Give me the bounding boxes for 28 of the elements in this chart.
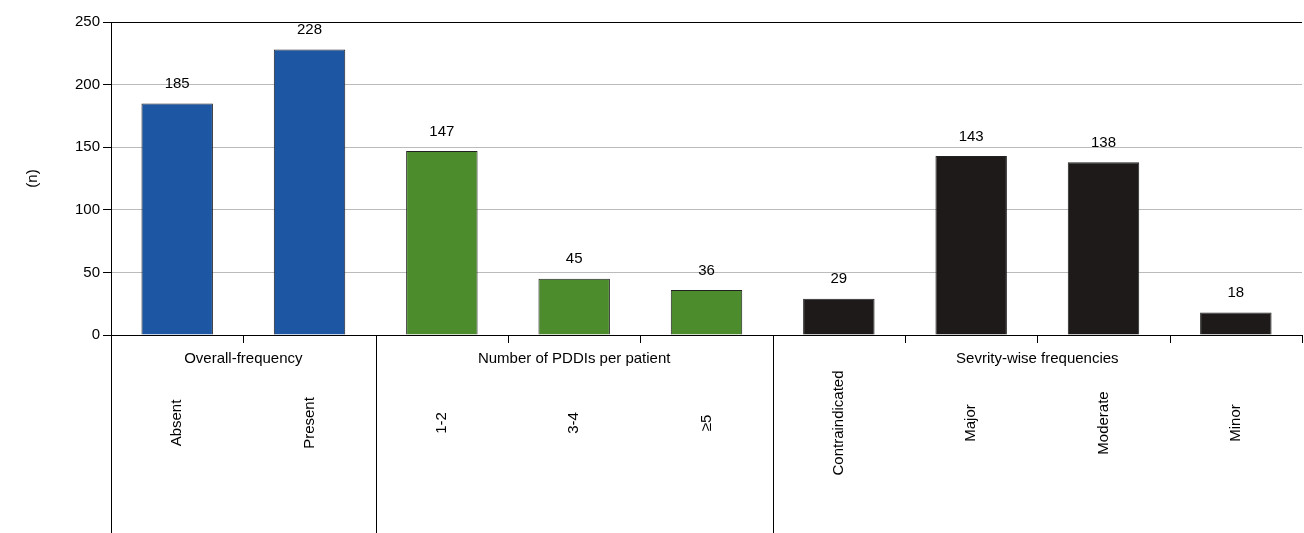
x-tick-label: Absent (167, 398, 185, 447)
y-tick-label: 250 (75, 12, 101, 30)
text: Sevrity-wise frequencies (956, 349, 1119, 367)
y-tick-label: 50 (83, 262, 101, 280)
data-label: 185 (164, 74, 190, 92)
y-tick-label: 0 (91, 325, 101, 343)
x-tick-label: 3-4 (564, 412, 582, 434)
y-tick-label: 200 (75, 74, 101, 92)
x-tick-label: Moderate (1093, 391, 1111, 455)
x-tick-label: Contraindicated (828, 370, 846, 476)
x-tick-label: 1-2 (431, 412, 449, 434)
y-axis-title: (n) (23, 169, 41, 188)
y-tick-label: 150 (75, 137, 101, 155)
x-tick-label: Minor (1225, 404, 1243, 442)
y-tick-label: 100 (75, 199, 101, 217)
data-label: 147 (429, 121, 455, 139)
text: Overall-frequency (184, 349, 304, 367)
data-label: 18 (1227, 283, 1245, 301)
x-tick-label: ≥5 (696, 414, 714, 432)
data-label: 228 (297, 20, 323, 38)
data-label: 143 (958, 126, 984, 144)
data-label: 138 (1090, 132, 1117, 150)
x-tick-label: Present (299, 396, 317, 449)
text: Number of PDDIs per patient (477, 349, 672, 367)
data-label: 36 (698, 260, 715, 278)
data-label: 29 (830, 269, 848, 287)
data-label: 45 (565, 249, 583, 267)
x-tick-label: Major (961, 404, 979, 442)
